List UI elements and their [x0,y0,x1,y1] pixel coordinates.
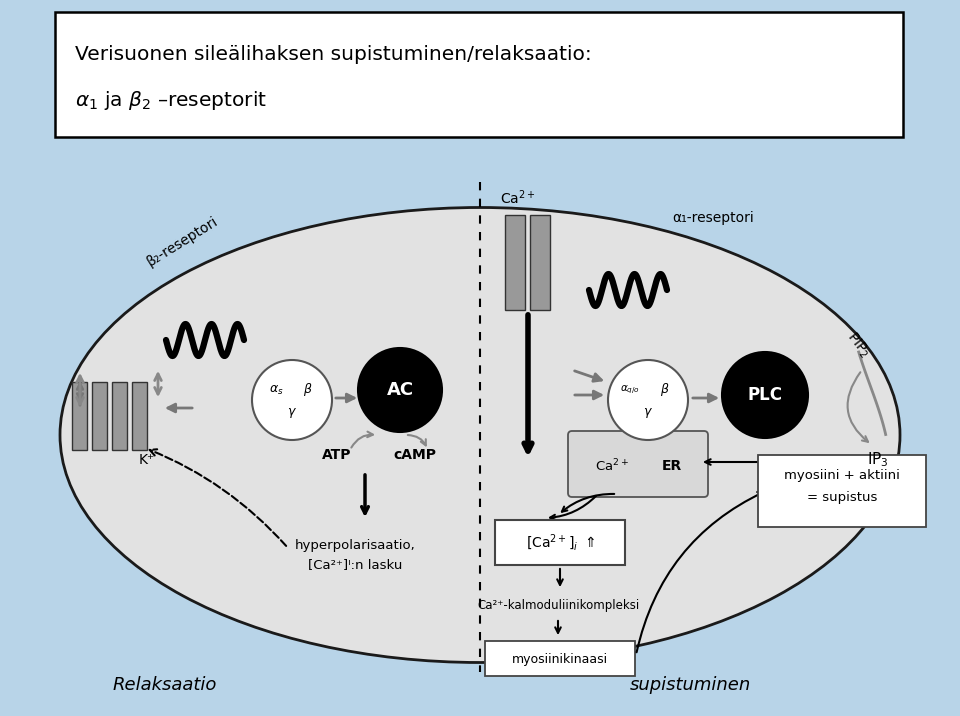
Text: Ca$^{2+}$: Ca$^{2+}$ [595,458,629,474]
Text: $\gamma$: $\gamma$ [643,406,653,420]
Bar [530,215,550,310]
Bar [495,520,625,565]
Text: $\gamma$: $\gamma$ [287,406,297,420]
Text: $\alpha_s$: $\alpha_s$ [269,384,283,397]
Circle shape [608,360,688,440]
Text: myosiini + aktiini: myosiini + aktiini [784,470,900,483]
Circle shape [252,360,332,440]
Text: K⁺: K⁺ [139,453,156,467]
Text: PLC: PLC [748,386,782,404]
Text: $\alpha_{q/o}$: $\alpha_{q/o}$ [620,384,640,396]
FancyBboxPatch shape [568,431,708,497]
Bar [55,12,903,137]
Text: myosiinikinaasi: myosiinikinaasi [512,652,608,665]
Circle shape [722,352,808,438]
Text: = supistus: = supistus [806,491,877,505]
Text: $\beta$: $\beta$ [303,382,313,399]
Text: PIP$_2$: PIP$_2$ [843,329,874,361]
Text: $\beta$: $\beta$ [660,382,670,399]
Bar [132,382,147,450]
Text: $\alpha_1$ ja $\beta_2$ –reseptorit: $\alpha_1$ ja $\beta_2$ –reseptorit [75,89,267,112]
Bar [485,641,635,676]
Circle shape [358,348,442,432]
Text: Relaksaatio: Relaksaatio [113,676,217,694]
Text: supistuminen: supistuminen [630,676,751,694]
Text: [Ca²⁺]ᴵ:n lasku: [Ca²⁺]ᴵ:n lasku [308,558,402,571]
Text: ER: ER [661,459,683,473]
Text: hyperpolarisaatio,: hyperpolarisaatio, [295,538,416,551]
Text: AC: AC [387,381,414,399]
Text: ATP: ATP [323,448,351,462]
Text: [Ca$^{2+}$]$_i$ $\Uparrow$: [Ca$^{2+}$]$_i$ $\Uparrow$ [525,533,594,553]
Text: Ca$^{2+}$: Ca$^{2+}$ [500,189,536,208]
Text: α₁-reseptori: α₁-reseptori [672,211,754,225]
Text: Verisuonen sileälihaksen supistuminen/relaksaatio:: Verisuonen sileälihaksen supistuminen/re… [75,46,591,64]
Text: cAMP: cAMP [394,448,437,462]
Ellipse shape [60,208,900,662]
Bar [505,215,525,310]
Text: IP$_3$: IP$_3$ [867,450,889,470]
Bar [72,382,87,450]
Bar [112,382,127,450]
Text: Ca²⁺-kalmoduliinikompleksi: Ca²⁺-kalmoduliinikompleksi [477,599,639,611]
Bar [92,382,107,450]
Bar [758,455,926,527]
Text: β₂-reseptori: β₂-reseptori [144,215,220,269]
